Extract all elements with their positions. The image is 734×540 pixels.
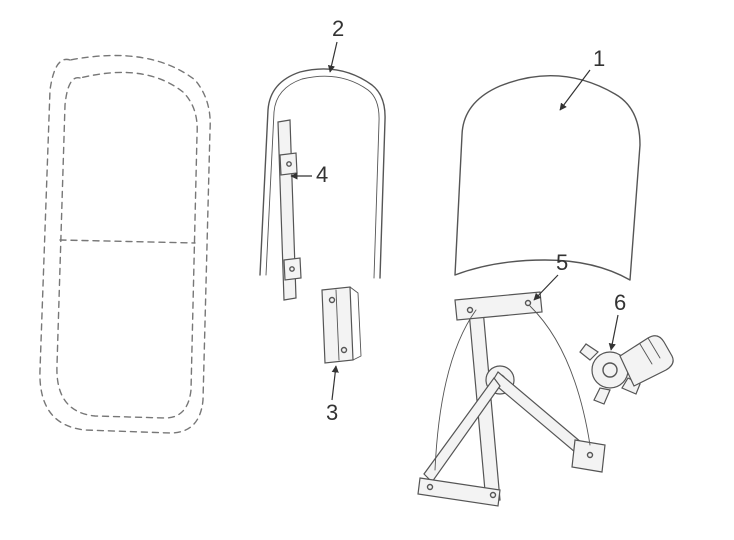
callout-label-6: 6 <box>614 290 626 315</box>
callout-label-1: 1 <box>593 46 605 71</box>
callout-label-4: 4 <box>316 162 328 187</box>
window-glass <box>455 76 640 280</box>
callout-label-3: 3 <box>326 400 338 425</box>
front-guide-bracket <box>322 287 361 363</box>
rear-guide-rail <box>278 120 301 300</box>
door-shell-context <box>40 56 210 434</box>
window-motor <box>580 336 673 404</box>
window-regulator <box>418 292 605 506</box>
parts-diagram: 1 2 3 4 5 6 <box>0 0 734 540</box>
callout-label-2: 2 <box>332 16 344 41</box>
callouts: 1 2 3 4 5 6 <box>291 16 626 425</box>
callout-label-5: 5 <box>556 250 568 275</box>
